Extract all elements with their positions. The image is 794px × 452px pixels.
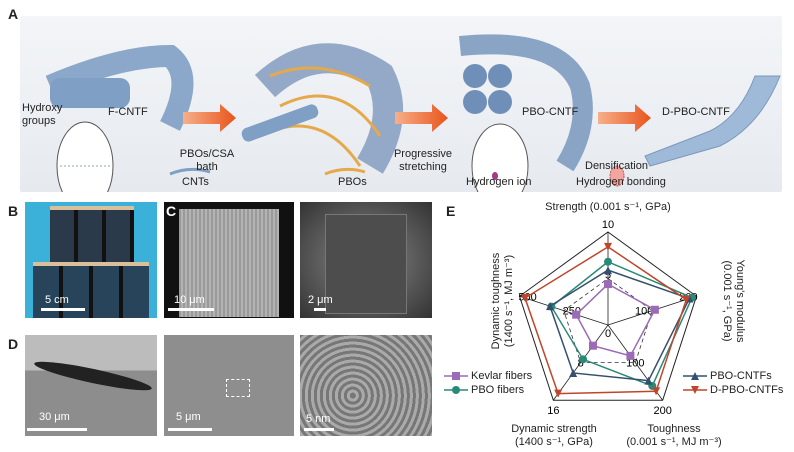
- radar-point: [569, 368, 578, 377]
- pbo-bath-illustration: [241, 43, 403, 174]
- panel-label-a: A: [8, 6, 19, 22]
- label-densification: Densification: [585, 160, 648, 172]
- sem-image-d1: 30 μm: [25, 335, 157, 436]
- panel-label-d: D: [8, 336, 19, 352]
- legend-pbo-fibers: PBO fibers: [444, 384, 524, 396]
- tomography-image-c2: 2 μm: [300, 202, 432, 318]
- radar-point: [554, 389, 563, 398]
- radar-axis-line: [553, 324, 609, 401]
- radar-tick-label: 16: [547, 405, 559, 417]
- panel-label-e: E: [446, 203, 456, 219]
- radar-point: [604, 266, 612, 275]
- scale-label-b: 5 cm: [45, 294, 69, 306]
- radar-point: [682, 295, 691, 304]
- scale-label-c2: 2 μm: [308, 294, 333, 306]
- tem-image-d3: 5 nm: [300, 335, 432, 436]
- axis-title-dynamic-strength: Dynamic strength (1400 s⁻¹, GPa): [511, 423, 597, 448]
- label-pbo-cntf: PBO-CNTF: [522, 106, 579, 118]
- axis-title-strength: Strength (0.001 s⁻¹, GPa): [545, 201, 671, 213]
- hydrogen-bonding-swatch: [609, 165, 625, 187]
- radar-point: [650, 305, 659, 314]
- radar-tick-label: 5: [605, 270, 611, 282]
- radar-point: [521, 294, 530, 303]
- scale-bar-d2: [168, 428, 212, 431]
- fcntf-illustration: [45, 44, 194, 192]
- sem-image-c1: 10 μm: [164, 202, 294, 318]
- legend-d-pbo-cntfs: D-PBO-CNTFs: [683, 384, 783, 396]
- radar-series-line: [575, 283, 656, 357]
- pbo-legend-swatch: [324, 167, 366, 176]
- sem-image-d2: 5 μm: [164, 335, 294, 436]
- legend-pbos: PBOs: [338, 176, 367, 188]
- axis-title-dynamic-toughness: Dynamic toughness (1400 s⁻¹, MJ m⁻³): [490, 252, 515, 350]
- pbocntf-illustration: [459, 34, 593, 192]
- label-hydroxy-groups: Hydroxy groups: [22, 102, 63, 127]
- schematic-illustration: [45, 34, 781, 192]
- arrow-3: [598, 104, 651, 132]
- radar-tick-label: 100: [626, 358, 644, 370]
- spools-photo: 5 cm: [25, 202, 157, 318]
- panel-label-c: C: [166, 203, 177, 219]
- radar-point: [604, 280, 612, 289]
- radar-point: [604, 242, 612, 251]
- scale-label-c1: 10 μm: [174, 294, 205, 306]
- axis-title-youngs-modulus: Young's modulus (0.001 s⁻¹, GPa): [721, 259, 746, 343]
- scale-bar-b: [41, 308, 85, 311]
- radar-point: [626, 351, 635, 360]
- cnt-legend-swatch: [169, 167, 211, 176]
- label-pbos-csa-bath: PBOs/CSA bath: [179, 148, 235, 173]
- radar-outer-grid: [518, 231, 698, 401]
- scale-bar-c1: [168, 308, 214, 311]
- arrow-2: [395, 104, 448, 132]
- legend-hydrogen-bonding: Hydrogen bonding: [576, 176, 666, 188]
- radar-series-line: [549, 269, 691, 382]
- label-progressive-stretching: Progressive stretching: [393, 148, 453, 173]
- radar-point: [644, 376, 653, 385]
- arrow-1: [183, 104, 236, 132]
- dpbocntf-illustration: [644, 75, 781, 167]
- radar-tick-label: 10: [602, 219, 614, 231]
- legend-cnts: CNTs: [182, 176, 209, 188]
- axis-title-toughness: Toughness (0.001 s⁻¹, MJ m⁻³): [626, 423, 722, 448]
- radar-point: [572, 310, 581, 319]
- radar-series-line: [550, 260, 694, 387]
- scale-bar-d3: [304, 428, 334, 431]
- radar-point: [604, 257, 612, 266]
- legend-hydrogen-ion: Hydrogen ion: [466, 176, 532, 188]
- radar-point: [545, 302, 554, 311]
- radar-series-line: [524, 245, 688, 395]
- radar-tick-label: 200: [653, 405, 671, 417]
- hydrogen-ion-swatch: [492, 172, 498, 180]
- label-d-pbo-cntf: D-PBO-CNTF: [662, 106, 730, 118]
- radar-tick-label: 0: [605, 328, 611, 340]
- radar-mid-grid: [563, 278, 653, 364]
- scale-label-d2: 5 μm: [176, 411, 201, 423]
- scale-bar-d1: [27, 428, 87, 431]
- legend-kevlar: Kevlar fibers: [444, 370, 532, 382]
- label-f-cntf: F-CNTF: [108, 106, 148, 118]
- scale-label-d3: 5 nm: [306, 413, 331, 425]
- panel-label-b: B: [8, 203, 19, 219]
- radar-point: [588, 341, 597, 350]
- radar-tick-label: 8: [578, 358, 584, 370]
- scale-bar-c2: [314, 308, 326, 311]
- radar-axis-line: [519, 295, 609, 326]
- legend-pbo-cntfs: PBO-CNTFs: [683, 370, 772, 382]
- radar-tick-label: 100: [635, 306, 653, 318]
- scale-label-d1: 30 μm: [39, 411, 70, 423]
- radar-point: [579, 355, 588, 364]
- radar-point: [652, 387, 661, 396]
